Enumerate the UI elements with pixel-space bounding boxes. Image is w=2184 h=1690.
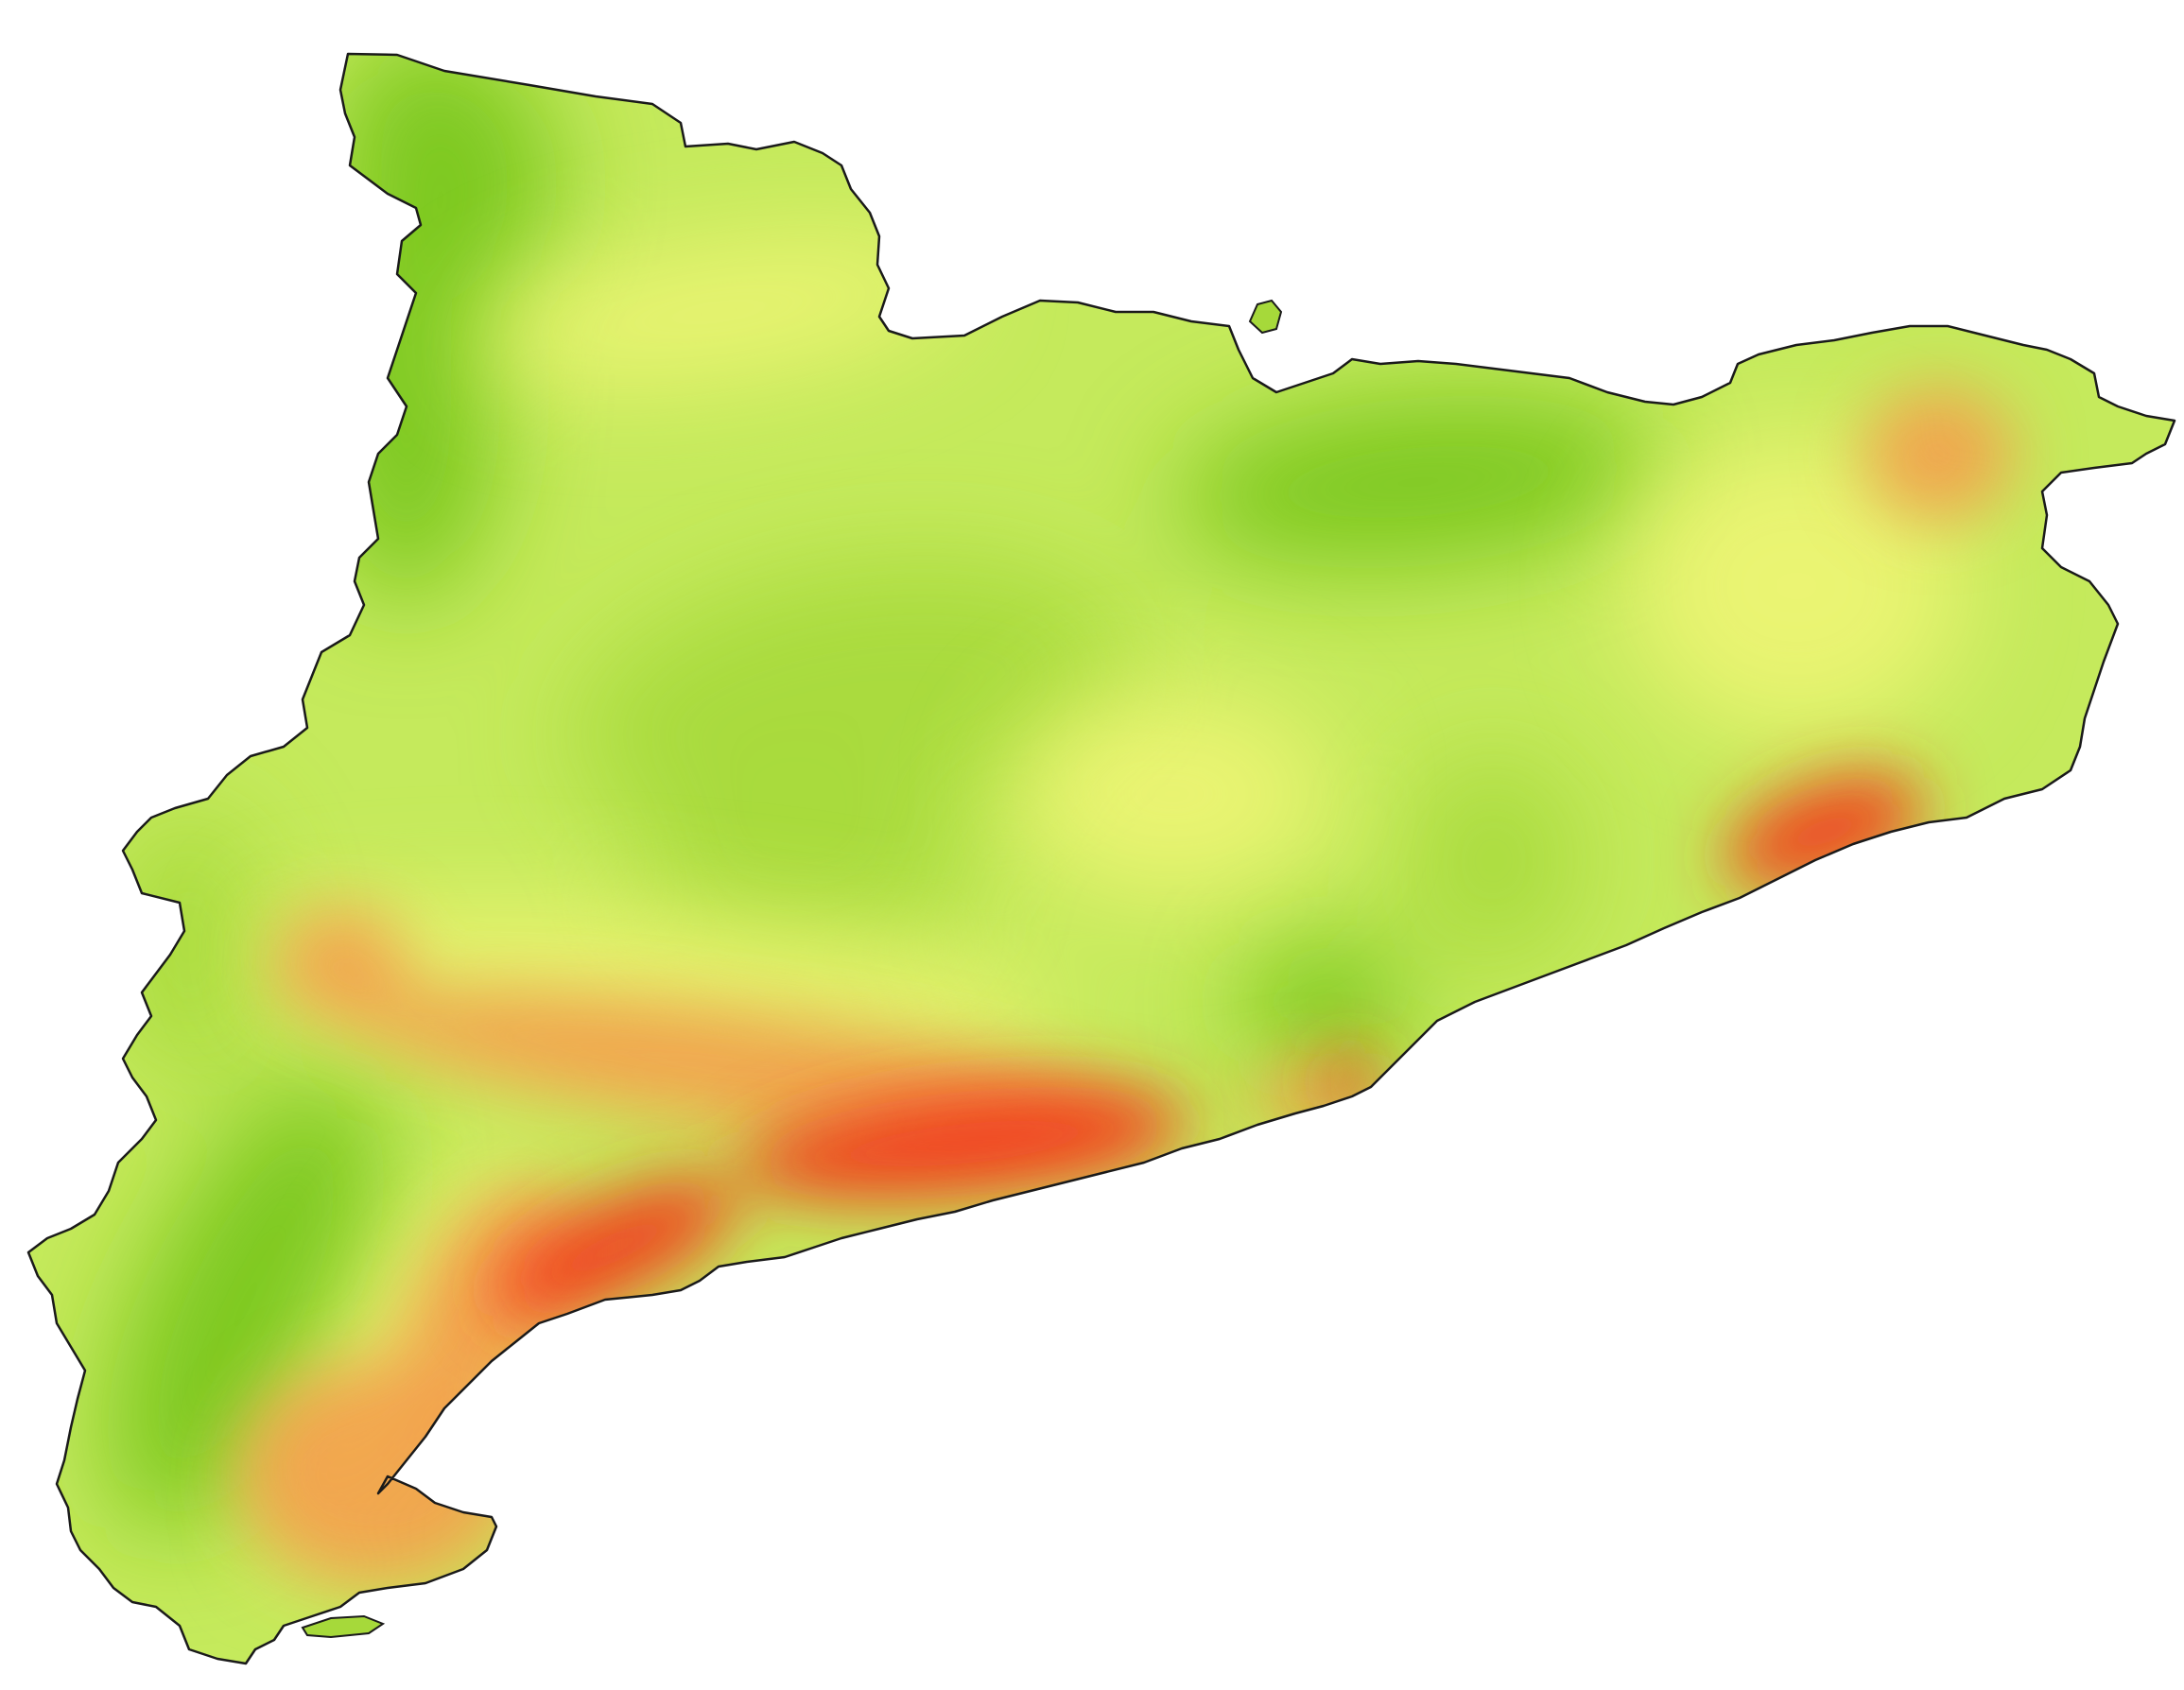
island-north-enclave xyxy=(1248,299,1283,335)
green-zone-east xyxy=(1409,756,1579,964)
green-zone-northwest xyxy=(312,189,501,605)
green-zone-center xyxy=(570,560,1132,839)
green-zone-center-south xyxy=(633,794,974,964)
island-delta-south xyxy=(301,1614,386,1639)
red-zone-coast-southwest xyxy=(493,1177,737,1319)
red-zone-tarragona xyxy=(738,1086,1190,1201)
green-zone-valles xyxy=(1239,936,1409,1068)
red-zone-barcelona xyxy=(1328,1049,1376,1115)
green-zone-west xyxy=(113,813,265,1078)
yellow-zone-east xyxy=(1626,435,1967,737)
yellow-zone-north-ridge xyxy=(475,237,962,387)
green-zone-southwest xyxy=(105,1077,387,1532)
yellow-zone-center xyxy=(1012,690,1333,898)
orange-zone-west xyxy=(274,907,407,1021)
red-zones xyxy=(493,774,1924,1319)
green-zone-northeast-center xyxy=(1172,394,1664,570)
orange-zone-delta xyxy=(236,1361,520,1588)
orange-zone-northeast xyxy=(1863,388,2014,520)
